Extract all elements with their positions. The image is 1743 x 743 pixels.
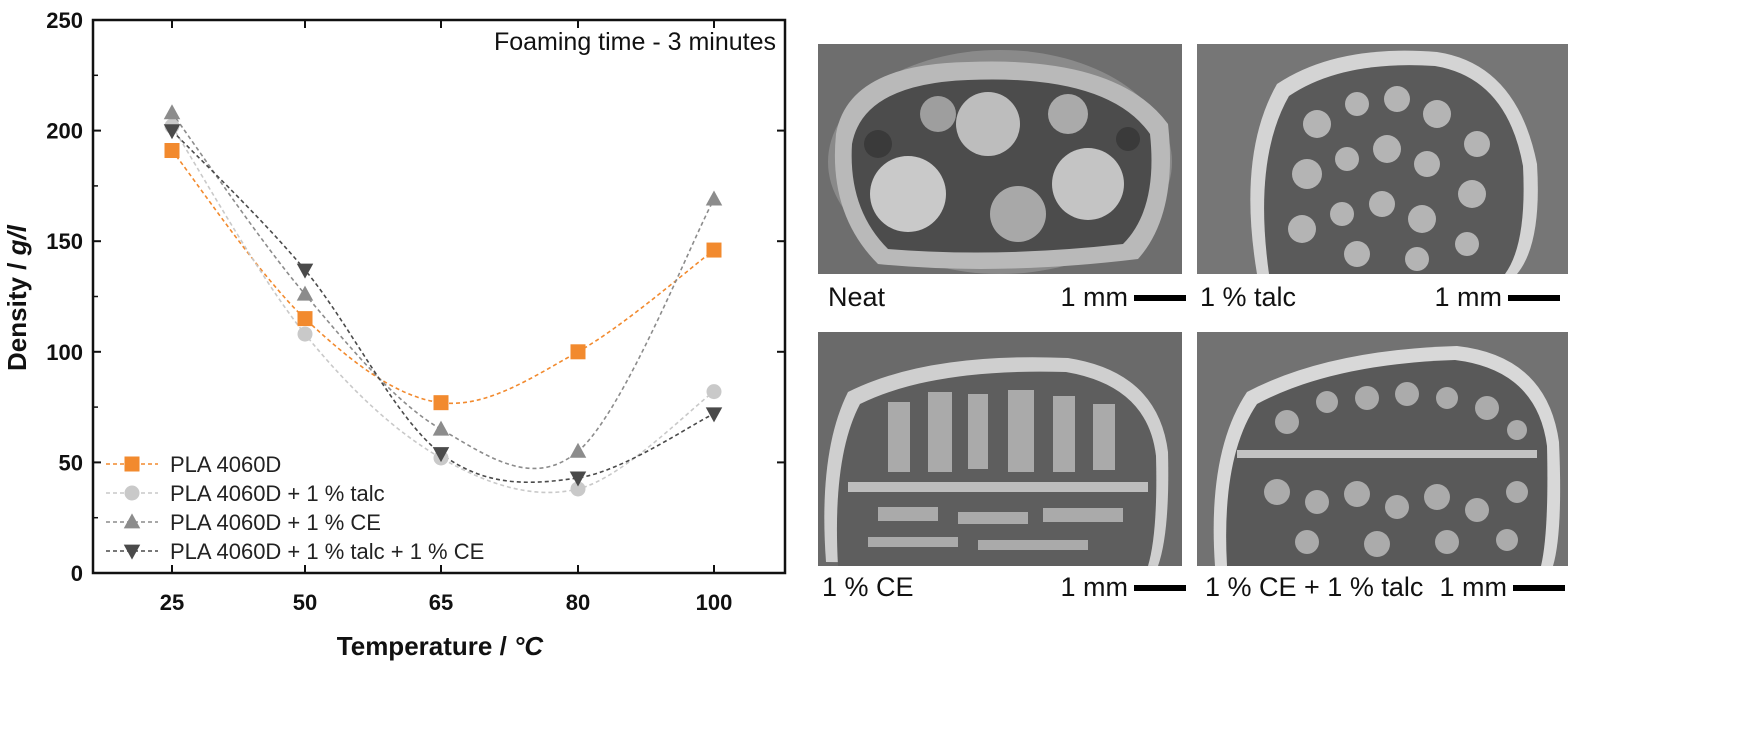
sem-image-neat <box>818 44 1182 274</box>
legend: PLA 4060D PLA 4060D + 1 % talc PLA 4060D +… <box>106 452 484 564</box>
legend-label: PLA 4060D + 1 % talc <box>170 481 385 506</box>
scale-bar-group: 1 mm <box>1060 572 1186 603</box>
data-point-s0-3 <box>570 344 586 360</box>
caption-label: 1 % CE + 1 % talc <box>1205 572 1424 602</box>
legend-label: PLA 4060D + 1 % CE <box>170 510 381 535</box>
x-tick-label: 100 <box>696 590 733 615</box>
sem-image-ce <box>818 332 1182 566</box>
scale-bar-line <box>1513 584 1565 591</box>
x-axis-title: Temperature / °C <box>337 631 545 661</box>
x-axis: 25 50 65 80 100 <box>160 20 733 615</box>
y-tick-label: 100 <box>46 340 83 365</box>
caption-neat: Neat 1 mm <box>828 282 1186 318</box>
data-point-s3-3 <box>569 471 587 487</box>
scale-text: 1 mm <box>1060 572 1129 602</box>
data-point-s0-1 <box>297 311 313 327</box>
scale-bar-group: 1 mm <box>1439 572 1565 603</box>
legend-marker <box>123 544 141 560</box>
data-point-s2-0 <box>163 104 181 120</box>
data-point-s2-3 <box>569 442 587 458</box>
x-tick-label: 25 <box>160 590 184 615</box>
data-point-s2-1 <box>296 285 314 301</box>
data-point-s2-4 <box>705 190 723 206</box>
scale-text: 1 mm <box>1439 572 1508 602</box>
y-tick-label: 0 <box>71 561 83 586</box>
legend-marker <box>124 485 140 501</box>
data-point-s0-4 <box>706 242 722 258</box>
scale-bar-group: 1 mm <box>1060 282 1186 313</box>
caption-ce: 1 % CE 1 mm <box>822 572 1186 608</box>
legend-label: PLA 4060D + 1 % talc + 1 % CE <box>170 539 484 564</box>
legend-label: PLA 4060D <box>170 452 281 477</box>
legend-marker <box>124 456 140 472</box>
scale-bar-group: 1 mm <box>1434 282 1560 313</box>
y-axis-title: Density / g/l <box>2 224 32 371</box>
data-point-s0-0 <box>164 143 180 159</box>
series-line-1 <box>171 125 715 494</box>
sem-image-ce-talc <box>1197 332 1568 566</box>
y-axis-title-text: Density / <box>2 255 32 371</box>
caption-label: 1 % CE <box>822 572 914 602</box>
data-point-s3-2 <box>432 447 450 463</box>
y-axis-title-unit: g/l <box>2 224 32 256</box>
caption-label: Neat <box>828 282 886 312</box>
caption-label: 1 % talc <box>1200 282 1297 312</box>
scale-bar-line <box>1134 584 1186 591</box>
x-tick-label: 65 <box>429 590 453 615</box>
series-line-2 <box>171 112 715 470</box>
y-tick-label: 150 <box>46 229 83 254</box>
caption-talc: 1 % talc 1 mm <box>1200 282 1560 318</box>
scale-bar-line <box>1134 294 1186 301</box>
y-tick-label: 250 <box>46 8 83 33</box>
scale-text: 1 mm <box>1060 282 1129 312</box>
y-axis: 0 50 100 150 200 250 <box>46 8 785 586</box>
data-point-s3-4 <box>705 407 723 423</box>
series-line-0 <box>171 150 715 405</box>
data-point-s1-3 <box>570 481 586 497</box>
x-axis-title-unit: °C <box>514 631 544 661</box>
data-point-s3-1 <box>296 263 314 279</box>
series-layer <box>163 104 723 497</box>
data-point-s1-4 <box>706 384 722 400</box>
data-point-s2-2 <box>432 420 450 436</box>
x-tick-label: 50 <box>293 590 317 615</box>
x-axis-title-text: Temperature / <box>337 631 514 661</box>
x-tick-label: 80 <box>566 590 590 615</box>
data-point-s3-0 <box>163 124 181 140</box>
data-point-s0-2 <box>433 395 449 411</box>
data-point-s1-1 <box>297 326 313 342</box>
density-chart: Foaming time - 3 minutes 050100150200250… <box>2 8 787 661</box>
legend-marker <box>123 513 141 529</box>
caption-ce-talc: 1 % CE + 1 % talc 1 mm <box>1205 572 1565 608</box>
y-tick-label: 200 <box>46 119 83 144</box>
series-line-3 <box>171 130 715 484</box>
chart-title: Foaming time - 3 minutes <box>494 28 776 56</box>
scale-text: 1 mm <box>1434 282 1503 312</box>
y-tick-label: 50 <box>59 450 83 475</box>
scale-bar-line <box>1508 294 1560 301</box>
sem-image-talc <box>1197 44 1568 274</box>
